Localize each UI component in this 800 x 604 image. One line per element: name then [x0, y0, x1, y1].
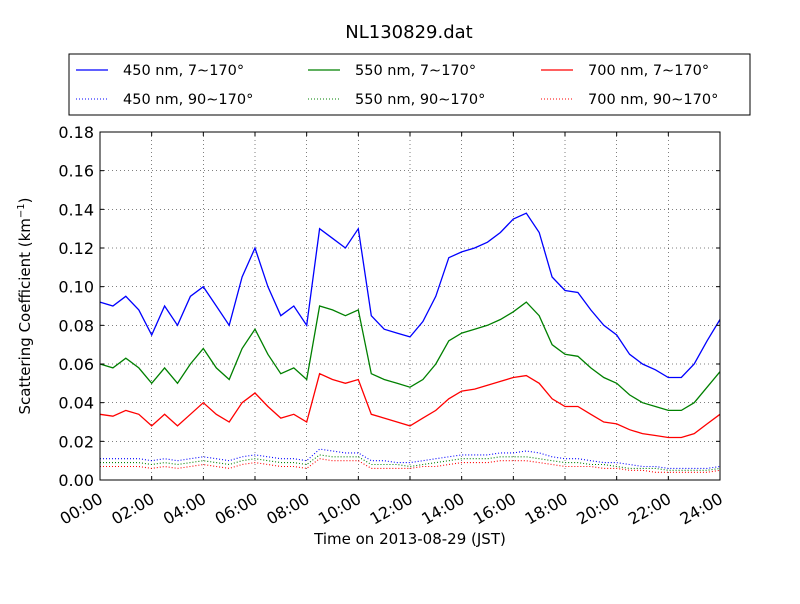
- y-tick-label: 0.08: [58, 316, 94, 335]
- y-tick-label: 0.16: [58, 162, 94, 181]
- legend-box: [68, 53, 751, 116]
- plot-area: [100, 132, 720, 480]
- legend-label-6: 700 nm, 90∼170°: [588, 92, 718, 108]
- legend: 450 nm, 7∼170° 550 nm, 7∼170° 700 nm, 7∼17…: [76, 63, 718, 108]
- y-axis-label: Scattering Coefficient (km−1): [16, 197, 34, 414]
- y-tick-label: 0.04: [58, 394, 94, 413]
- y-tick-label: 0.06: [58, 355, 94, 374]
- series-line-1: [99, 212, 721, 379]
- legend-label-3: 700 nm, 7∼170°: [588, 63, 709, 79]
- y-axis-label-main: Scattering Coefficient (km: [16, 218, 34, 414]
- y-tick-label: 0.02: [58, 432, 94, 451]
- legend-label-4: 450 nm, 90∼170°: [123, 92, 253, 108]
- y-axis-label-end: ): [16, 197, 34, 203]
- legend-label-2: 550 nm, 7∼170°: [355, 63, 476, 79]
- x-axis-label: Time on 2013-08-29 (JST): [313, 530, 506, 548]
- series-line-6: [100, 458, 721, 473]
- y-tick-label: 0.14: [58, 200, 94, 219]
- y-tick-labels: 0.00 0.02 0.04 0.06 0.08 0.10 0.12 0.14 0.16 0.18: [58, 123, 94, 490]
- series-line-2: [99, 301, 721, 412]
- legend-label-5: 550 nm, 90∼170°: [355, 92, 485, 108]
- y-axis-label-superscript: −1: [16, 203, 27, 218]
- y-tick-label: 0.18: [58, 123, 94, 142]
- y-tick-label: 0.10: [58, 278, 94, 297]
- series-layer: [99, 212, 721, 473]
- legend-label-1: 450 nm, 7∼170°: [123, 63, 244, 79]
- y-tick-label: 0.00: [58, 471, 94, 490]
- chart-title: NL130829.dat: [345, 22, 472, 43]
- series-line-3: [99, 372, 721, 439]
- ticks: [99, 131, 721, 481]
- series-line-5: [100, 454, 721, 471]
- y-tick-label: 0.12: [58, 239, 94, 258]
